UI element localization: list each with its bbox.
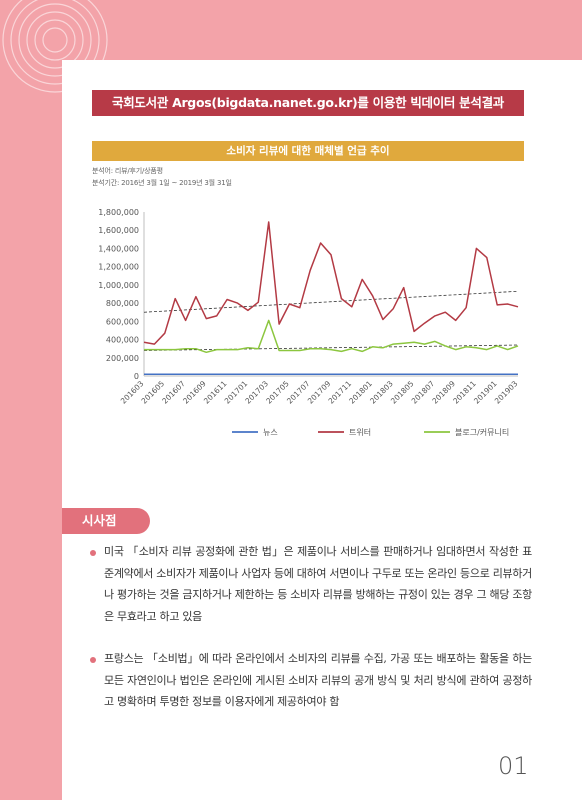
y-tick-label: 800,000 [106, 299, 139, 308]
page-header-title: 국회도서관 Argos(bigdata.nanet.go.kr)를 이용한 빅데… [92, 90, 524, 116]
y-tick-label: 200,000 [106, 354, 139, 363]
y-tick-label: 600,000 [106, 317, 139, 326]
decorative-circle-ornament [2, 0, 108, 93]
series-line [144, 319, 519, 354]
y-tick-label: 1,400,000 [98, 244, 139, 253]
line-chart-svg: 0 200,000 400,000 600,000 800,000 1,000,000 1,… [98, 208, 520, 437]
trendline [143, 290, 519, 313]
insight-bullet-text: 프랑스는 「소비법」에 따라 온라인에서 소비자의 리뷰를 수집, 가공 또는 … [104, 652, 532, 708]
chart-title-bar: 소비자 리뷰에 대한 매체별 언급 추이 [92, 141, 524, 161]
insight-label: 시사점 [62, 508, 150, 534]
legend-label: 뉴스 [263, 428, 278, 437]
y-tick-label: 1,600,000 [98, 226, 139, 235]
y-tick-label: 1,000,000 [98, 281, 139, 290]
bullet-dot-icon [90, 550, 96, 556]
insight-bullet-2: 프랑스는 「소비법」에 따라 온라인에서 소비자의 리뷰를 수집, 가공 또는 … [90, 648, 532, 713]
x-tick-label: 201903 [493, 379, 520, 406]
insight-bullet-text: 미국 「소비자 리뷰 공정화에 관한 법」은 제품이나 서비스를 판매하거나 임… [104, 545, 532, 623]
y-tick-label: 1,800,000 [98, 208, 139, 217]
analysis-keywords: 분석어: 리뷰/후기/상품평 [92, 167, 163, 175]
legend-label: 트위터 [349, 428, 371, 437]
y-tick-label: 1,200,000 [98, 263, 139, 272]
line-chart: 0 200,000 400,000 600,000 800,000 1,000,000 1,… [86, 200, 532, 454]
series-line [143, 221, 519, 345]
insight-bullet-1: 미국 「소비자 리뷰 공정화에 관한 법」은 제품이나 서비스를 판매하거나 임… [90, 541, 532, 627]
analysis-period: 분석기간: 2016년 3월 1일 ~ 2019년 3월 31일 [92, 179, 232, 187]
page-content-area [62, 60, 582, 800]
y-tick-label: 0 [134, 372, 139, 381]
bullet-dot-icon [90, 657, 96, 663]
trendline [143, 344, 519, 351]
y-tick-label: 400,000 [106, 336, 139, 345]
legend-label: 블로그/커뮤니티 [455, 427, 509, 437]
page-number: 01 [498, 752, 529, 780]
